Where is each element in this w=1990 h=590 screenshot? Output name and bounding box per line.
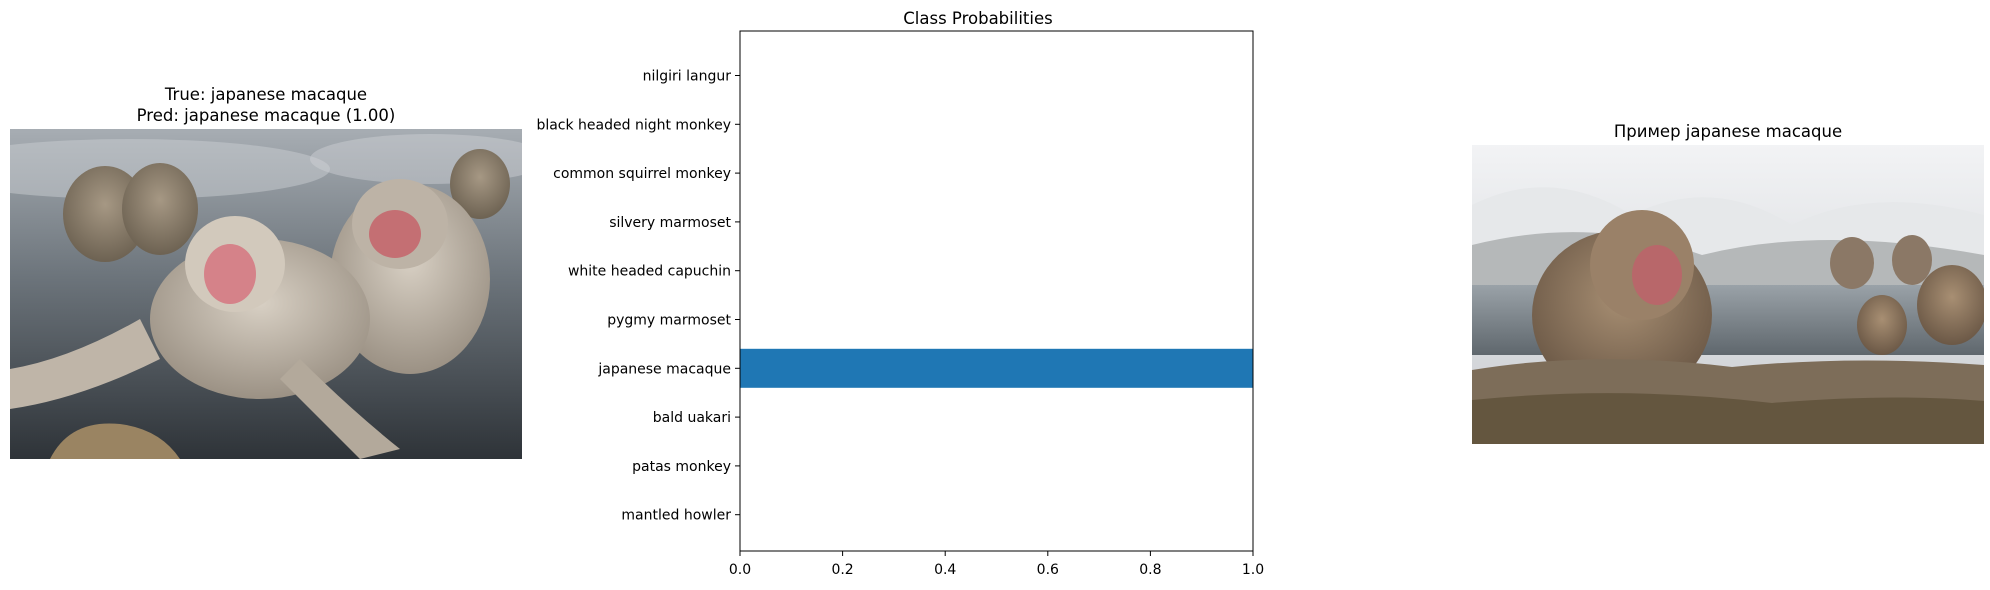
x-tick-label: 1.0 <box>1242 562 1264 578</box>
y-tick-label: patas monkey <box>632 459 731 475</box>
y-tick-label: mantled howler <box>621 508 731 524</box>
y-tick-label: silvery marmoset <box>609 215 731 231</box>
x-tick-label: 0.4 <box>934 562 956 578</box>
y-tick-label: common squirrel monkey <box>553 166 731 182</box>
left-title-line2: Pred: japanese macaque (1.00) <box>136 106 396 125</box>
bar-japanese-macaque <box>740 348 1253 388</box>
left-macaque-photo <box>10 129 522 459</box>
right-macaque-photo <box>1472 145 1984 444</box>
y-tick-label: pygmy marmoset <box>607 313 731 329</box>
x-tick-label: 0.6 <box>1037 562 1059 578</box>
y-tick-label: bald uakari <box>653 410 731 426</box>
x-tick-label: 0.8 <box>1139 562 1161 578</box>
y-tick-label: japanese macaque <box>597 361 731 377</box>
right-title: Пример japanese macaque <box>1613 122 1843 141</box>
y-tick-label: white headed capuchin <box>568 264 731 280</box>
y-tick-label: black headed night monkey <box>536 117 731 133</box>
y-tick-label: nilgiri langur <box>643 69 732 85</box>
left-title-line1: True: japanese macaque <box>164 85 368 104</box>
x-tick-label: 0.0 <box>729 562 751 578</box>
x-tick-label: 0.2 <box>831 562 853 578</box>
axes-frame <box>739 30 1254 552</box>
chart-title: Class Probabilities <box>903 9 1052 28</box>
